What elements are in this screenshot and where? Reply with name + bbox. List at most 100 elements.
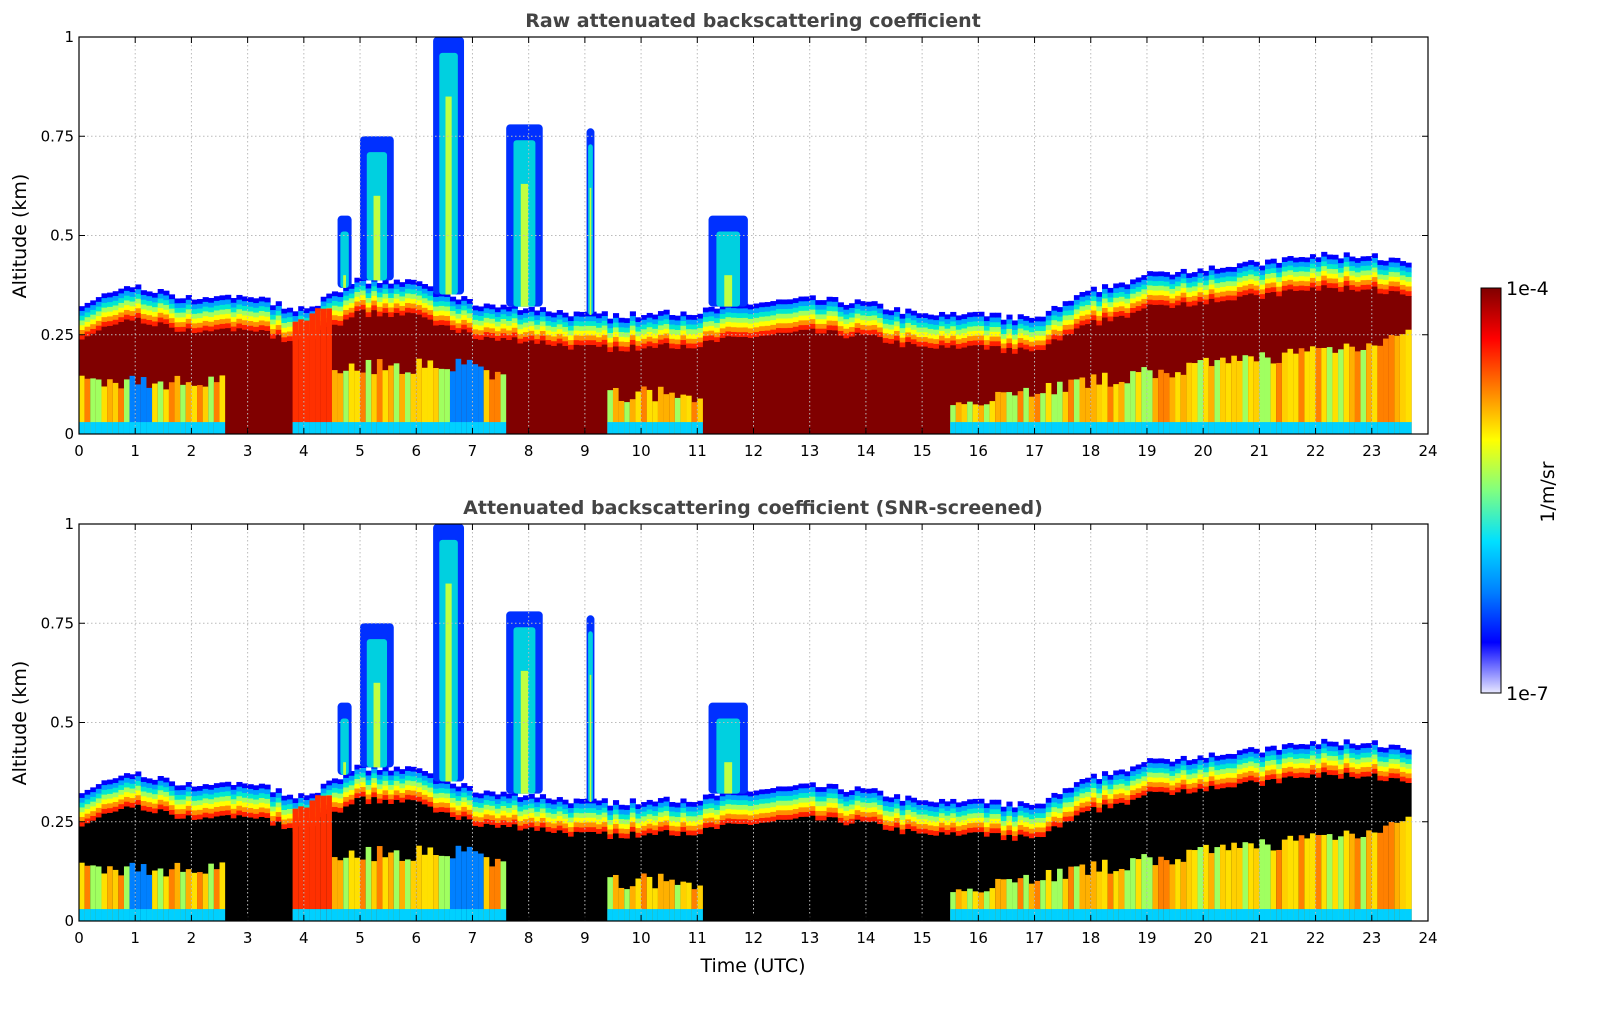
heatmap-cell: [511, 323, 518, 329]
heatmap-cell: [197, 313, 204, 319]
heatmap-cell: [1366, 256, 1373, 262]
heatmap-cell: [562, 818, 569, 825]
heatmap-cell: [101, 298, 108, 304]
heatmap-cell: [388, 422, 395, 434]
heatmap-cell: [230, 794, 237, 800]
heatmap-cell: [517, 811, 524, 817]
heatmap-cell: [1203, 270, 1210, 277]
heatmap-cell: [1107, 774, 1114, 781]
heatmap-cell: [1034, 340, 1041, 346]
heatmap-cell: [781, 304, 788, 310]
heatmap-cell: [219, 791, 226, 798]
heatmap-cell: [725, 336, 732, 434]
heatmap-cell: [242, 301, 249, 307]
heatmap-cell: [1152, 865, 1159, 921]
heatmap-cell: [1096, 422, 1103, 434]
heatmap-column: [1248, 260, 1255, 434]
heatmap-cell: [506, 330, 513, 336]
heatmap-cell: [820, 328, 828, 334]
heatmap-cell: [573, 340, 580, 346]
heatmap-cell: [916, 828, 923, 835]
heatmap-cell: [1354, 754, 1362, 760]
heatmap-cell: [910, 315, 918, 321]
heatmap-cell: [657, 339, 665, 345]
heatmap-cell: [764, 330, 771, 336]
heatmap-column: [315, 792, 322, 921]
heatmap-column: [506, 306, 513, 434]
heatmap-cell: [1236, 755, 1244, 761]
heatmap-cell: [1276, 291, 1283, 297]
heatmap-cell: [326, 293, 333, 299]
heatmap-cell: [185, 791, 192, 797]
heatmap-cell: [1135, 788, 1142, 794]
heatmap-cell: [1096, 311, 1103, 317]
heatmap-cell: [584, 808, 591, 814]
heatmap-cell: [742, 313, 749, 319]
heatmap-cell: [1057, 909, 1064, 921]
heatmap-cell: [950, 798, 957, 805]
heatmap-cell: [354, 788, 361, 794]
heatmap-cell: [1281, 909, 1288, 921]
heatmap-column: [646, 799, 653, 921]
heatmap-cell: [1338, 258, 1345, 264]
heatmap-cell: [584, 803, 591, 809]
heatmap-cell: [528, 827, 535, 921]
heatmap-cell: [989, 823, 996, 829]
heatmap-cell: [180, 303, 187, 309]
heatmap-cell: [618, 322, 625, 328]
heatmap-cell: [123, 796, 131, 803]
heatmap-cell: [123, 773, 131, 779]
heatmap-cell: [107, 306, 114, 313]
heatmap-cell: [714, 824, 721, 830]
heatmap-cell: [478, 807, 485, 814]
heatmap-cell: [1040, 837, 1047, 921]
heatmap-cell: [455, 791, 462, 797]
heatmap-cell: [927, 811, 934, 817]
heatmap-cell: [927, 338, 934, 344]
heatmap-column: [961, 801, 968, 921]
heatmap-cell: [1399, 289, 1407, 295]
heatmap-cell: [551, 823, 558, 829]
heatmap-cell: [1203, 781, 1210, 788]
heatmap-cell: [1045, 807, 1052, 813]
heatmap-cell: [213, 315, 221, 321]
heatmap-column: [860, 788, 867, 921]
heatmap-cell: [1332, 765, 1339, 771]
heatmap-cell: [854, 327, 861, 334]
heatmap-cell: [961, 342, 968, 349]
heatmap-cell: [612, 313, 620, 319]
heatmap-column: [1321, 738, 1328, 921]
heatmap-cell: [871, 320, 878, 326]
heatmap-cell: [1399, 275, 1407, 281]
x-tick-label: 2: [187, 442, 197, 460]
heatmap-cell: [882, 309, 889, 315]
heatmap-column: [1028, 804, 1036, 921]
heatmap-cell: [629, 335, 636, 341]
heatmap-cell: [607, 815, 614, 821]
heatmap-cell: [230, 298, 237, 304]
heatmap-cell: [607, 819, 614, 826]
heatmap-cell: [180, 312, 187, 318]
heatmap-cell: [1394, 257, 1401, 264]
heatmap-cell: [1017, 820, 1024, 826]
heatmap-cell: [1203, 757, 1210, 764]
heatmap-cell: [79, 821, 86, 828]
heatmap-cell: [1107, 779, 1114, 785]
x-tick-label: 15: [913, 442, 932, 460]
heatmap-cell: [489, 309, 496, 315]
heatmap-cell: [955, 324, 962, 331]
heatmap-cell: [1124, 870, 1131, 921]
heatmap-cell: [376, 909, 384, 921]
heatmap-cell: [854, 308, 861, 315]
heatmap-cell: [95, 325, 102, 331]
heatmap-cell: [95, 320, 102, 327]
heatmap-cell: [371, 422, 378, 434]
heatmap-cell: [1152, 378, 1159, 434]
heatmap-cell: [1057, 803, 1064, 809]
heatmap-cell: [1191, 300, 1199, 306]
heatmap-cell: [523, 308, 530, 314]
heatmap-cell: [680, 831, 687, 921]
heatmap-cell: [1394, 267, 1401, 273]
heatmap-cell: [781, 309, 788, 315]
heatmap-cell: [1124, 303, 1131, 309]
